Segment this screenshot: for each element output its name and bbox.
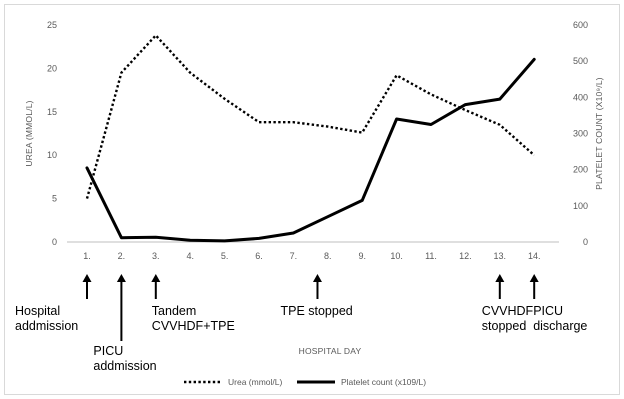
x-tick-label: 7. [290, 251, 298, 261]
x-tick-label: 2. [118, 251, 126, 261]
y-left-tick-label: 15 [47, 107, 57, 117]
x-tick-label: 4. [186, 251, 194, 261]
y-right-tick-label: 0 [583, 237, 588, 247]
chart-svg: 0 5 10 15 20 25 0 100 200 300 400 500 600 1. 2. 3. 4. 5… [15, 20, 604, 387]
y-left-tick-label: 20 [47, 63, 57, 73]
x-tick-label: 8. [324, 251, 332, 261]
x-tick-label: 11. [425, 251, 437, 261]
x-tick-label: 12. [459, 251, 472, 261]
annotation-label: TPE stopped [280, 304, 352, 318]
annotation-label: CVVHDF stopped [482, 304, 534, 333]
y-right-tick-label: 300 [573, 129, 588, 139]
annotation-arrowhead [82, 274, 92, 282]
legend-label: Urea (mmol/L) [228, 377, 282, 387]
y-right-tick-label: 400 [573, 92, 588, 102]
x-tick-label: 10. [390, 251, 403, 261]
x-tick-label: 6. [255, 251, 263, 261]
y-left-tick-label: 25 [47, 20, 57, 30]
legend-label: Platelet count (x109/L) [341, 377, 426, 387]
x-tick-label: 13. [494, 251, 507, 261]
y-right-tick-label: 200 [573, 165, 588, 175]
y-right-tick-label: 100 [573, 201, 588, 211]
annotation-arrowhead [312, 274, 322, 282]
annotation-label: PICU discharge [533, 304, 587, 333]
platelet-series-line [85, 57, 536, 243]
urea-series-line [85, 34, 535, 199]
x-tick-label: 9. [358, 251, 366, 261]
annotation-arrowhead [495, 274, 505, 282]
y-left-tick-label: 0 [52, 237, 57, 247]
annotation-arrowhead [116, 274, 126, 282]
y-axis-left-title: UREA (MMOL/L) [24, 100, 34, 166]
x-tick-label: 5. [221, 251, 229, 261]
annotation-arrowhead [151, 274, 161, 282]
chart-container: 0 5 10 15 20 25 0 100 200 300 400 500 600 1. 2. 3. 4. 5… [4, 4, 620, 395]
y-left-tick-label: 10 [47, 150, 57, 160]
y-axis-right-title: PLATELET COUNT (X10⁹/L) [594, 77, 604, 190]
y-right-tick-label: 500 [573, 56, 588, 66]
x-tick-label: 14. [528, 251, 541, 261]
annotation-label: Tandem CVVHDF+TPE [152, 304, 235, 333]
annotation-label: PICU addmission [93, 344, 156, 373]
y-right-tick-label: 600 [573, 20, 588, 30]
x-tick-label: 3. [152, 251, 160, 261]
x-tick-label: 1. [83, 251, 91, 261]
y-left-tick-label: 5 [52, 194, 57, 204]
annotation-arrowhead [529, 274, 539, 282]
annotation-label: Hospital addmission [15, 304, 78, 333]
x-axis-title: HOSPITAL DAY [299, 346, 362, 356]
